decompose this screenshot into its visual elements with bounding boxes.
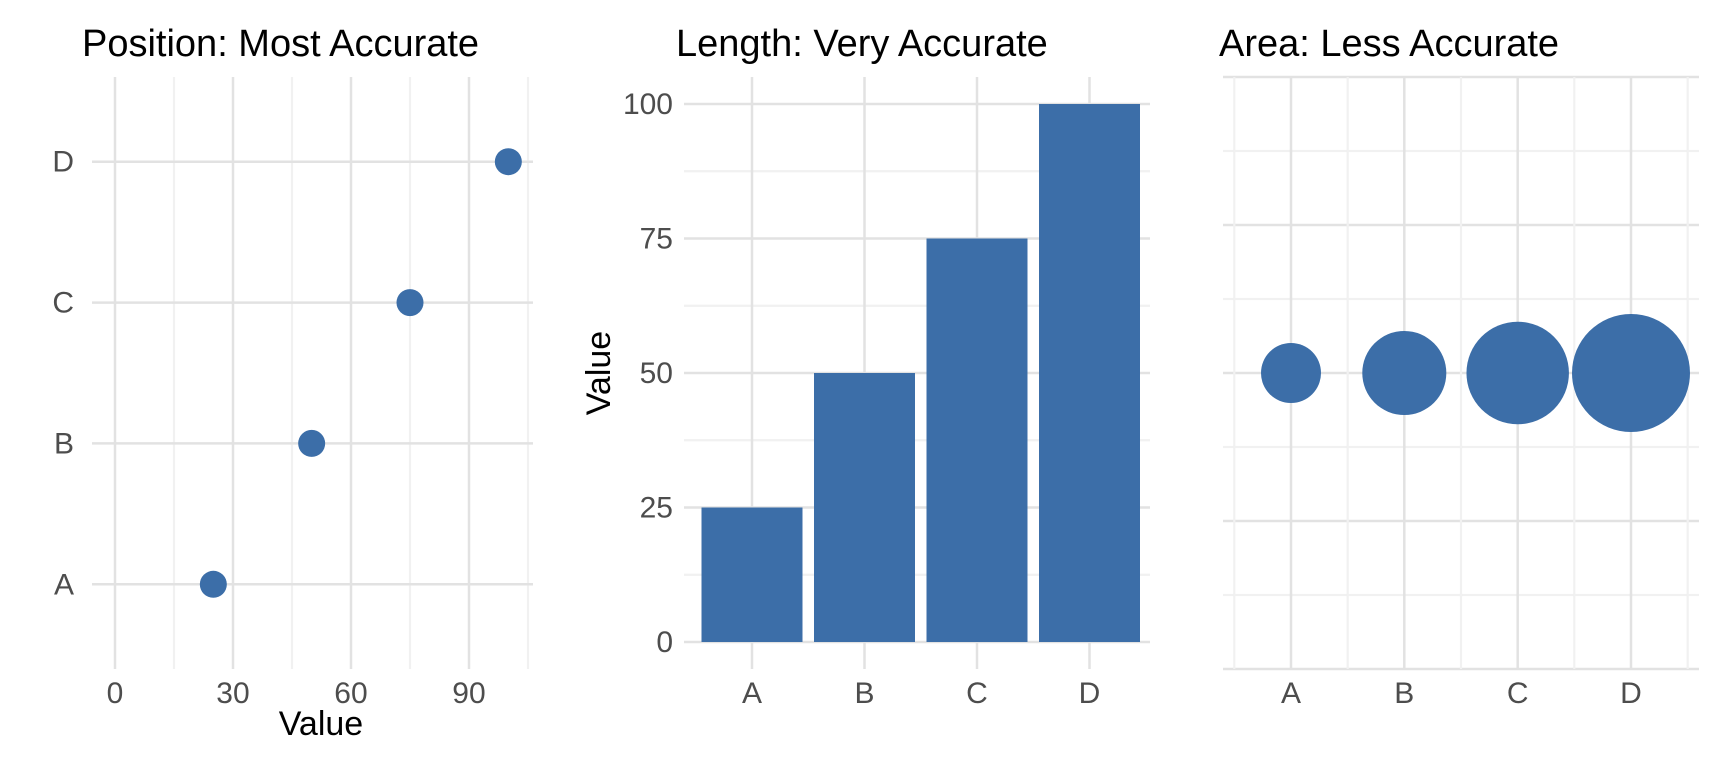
y-category-label: C — [52, 287, 74, 320]
y-category-label: A — [54, 568, 74, 601]
bar-D — [1039, 104, 1140, 642]
y-tick-label: 75 — [640, 223, 673, 256]
x-category-label: C — [966, 677, 988, 710]
x-axis-title: Value — [279, 705, 363, 743]
length-bar-chart: Length: Very Accurate 0 25 50 75 100 A B C D Valu… — [580, 23, 1150, 710]
y-category-label: B — [54, 427, 74, 460]
bar-A — [701, 507, 803, 642]
data-point-C — [396, 289, 424, 317]
x-category-label: A — [742, 677, 762, 710]
y-axis-title: Value — [580, 331, 618, 415]
y-tick-label: 25 — [640, 492, 673, 525]
bubble-B — [1362, 330, 1447, 416]
x-tick-label: 0 — [107, 677, 124, 710]
x-tick-label: 90 — [452, 677, 485, 710]
y-category-label: D — [52, 146, 74, 179]
chart-title-area: Area: Less Accurate — [1219, 23, 1559, 65]
y-tick-label: 100 — [623, 88, 673, 121]
chart-title-position: Position: Most Accurate — [82, 23, 479, 65]
data-point-D — [494, 148, 522, 176]
bubble-D — [1572, 314, 1690, 432]
bar-B — [814, 373, 915, 642]
x-category-label: A — [1281, 677, 1301, 710]
area-bubble-chart: Area: Less Accurate A B C D — [1219, 23, 1699, 710]
x-tick-label: 30 — [216, 677, 249, 710]
y-tick-label: 0 — [656, 626, 673, 659]
x-category-label: D — [1620, 677, 1642, 710]
y-tick-label: 50 — [640, 357, 673, 390]
position-dot-plot: Position: Most Accurate A B C D 0 30 60 90 Value — [52, 23, 533, 743]
data-point-B — [298, 429, 326, 457]
x-category-label: B — [1394, 677, 1414, 710]
chart-title-length: Length: Very Accurate — [676, 23, 1048, 65]
x-category-label: D — [1079, 677, 1101, 710]
x-category-label: C — [1507, 677, 1529, 710]
x-category-label: B — [854, 677, 874, 710]
bubble-C — [1466, 321, 1569, 425]
bubble-A — [1261, 343, 1321, 403]
data-point-A — [199, 570, 227, 598]
x-tick-label: 60 — [334, 677, 367, 710]
bar-C — [926, 238, 1028, 642]
